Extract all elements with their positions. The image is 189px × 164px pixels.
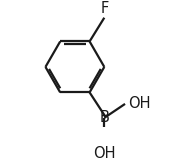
Text: F: F [100,1,108,16]
Text: OH: OH [129,96,151,111]
Text: OH: OH [93,146,115,161]
Text: B: B [99,110,109,125]
